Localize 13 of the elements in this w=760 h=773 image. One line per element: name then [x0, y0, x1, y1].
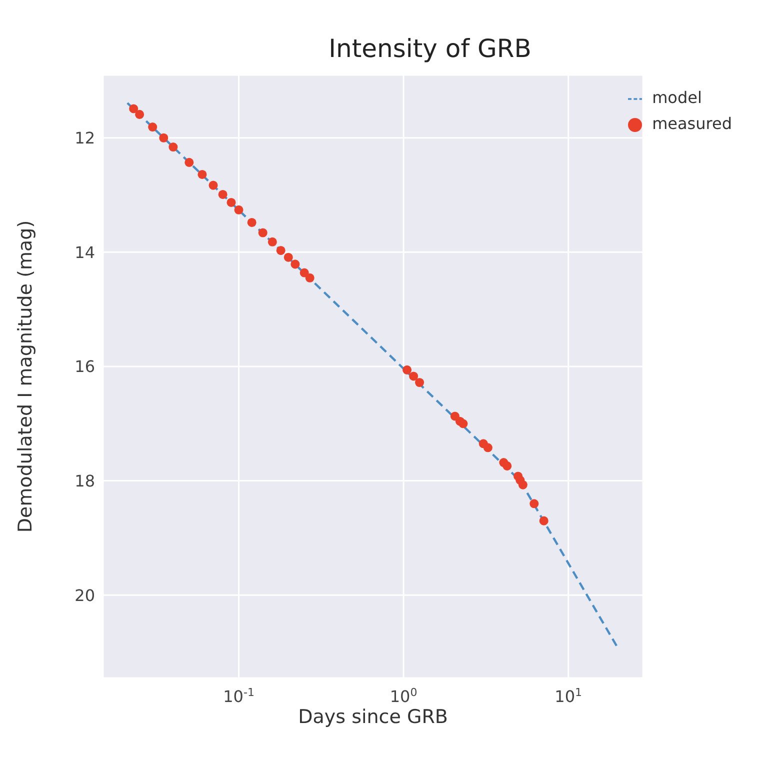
- chart-title: Intensity of GRB: [328, 34, 532, 63]
- y-tick-label: 16: [74, 357, 95, 376]
- y-axis-title: Demodulated I magnitude (mag): [14, 220, 37, 533]
- y-tick-label: 20: [74, 586, 95, 605]
- x-axis-title: Days since GRB: [298, 706, 448, 728]
- y-tick-label: 14: [74, 242, 95, 262]
- x-tick-label: 10$^{-1}$: [223, 686, 254, 706]
- y-tick-label: 12: [74, 128, 95, 148]
- y-tick-label: 18: [74, 471, 95, 490]
- x-tick-label: 10$^{1}$: [554, 686, 582, 706]
- legend-label: measured: [652, 114, 732, 133]
- legend-label: model: [652, 88, 702, 107]
- x-tick-label: 10$^{0}$: [390, 686, 418, 706]
